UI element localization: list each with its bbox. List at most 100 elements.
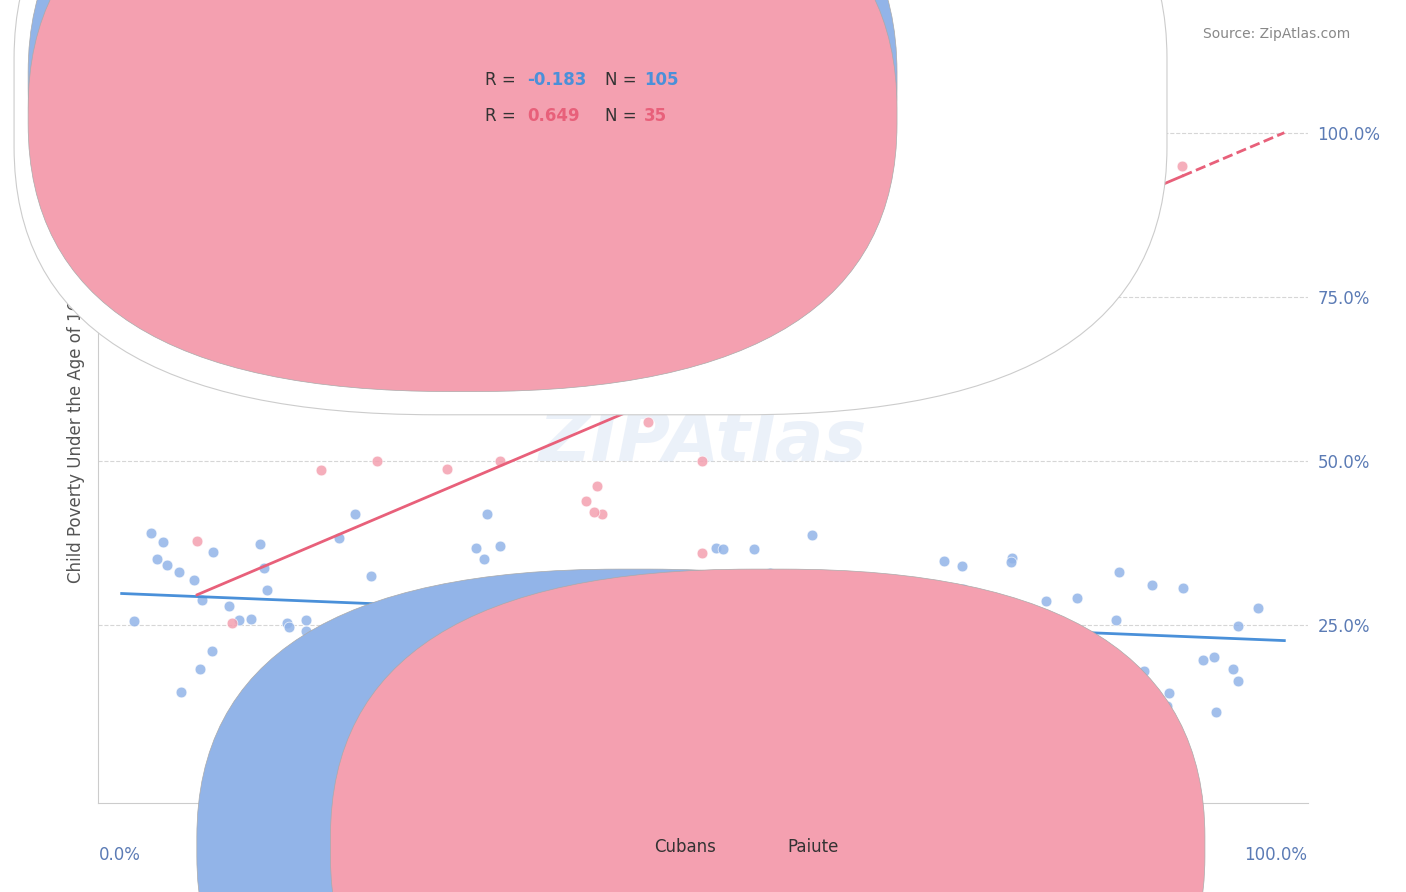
Point <box>328 531 350 545</box>
Point <box>249 537 271 551</box>
Point <box>894 159 917 173</box>
Text: R =: R = <box>485 107 522 125</box>
Point <box>468 347 491 361</box>
Point <box>309 463 332 477</box>
Point <box>472 552 495 566</box>
Point <box>606 650 628 665</box>
Point <box>1173 582 1195 596</box>
Point <box>868 391 890 405</box>
Point <box>344 507 367 521</box>
Point <box>742 541 765 556</box>
Text: CUBAN VS PAIUTE CHILD POVERTY UNDER THE AGE OF 16 CORRELATION CHART: CUBAN VS PAIUTE CHILD POVERTY UNDER THE … <box>56 27 927 45</box>
Point <box>139 526 162 541</box>
Point <box>657 670 679 684</box>
Point <box>657 171 679 186</box>
Point <box>911 200 934 214</box>
Point <box>897 159 920 173</box>
Point <box>276 616 298 631</box>
Point <box>1227 619 1250 633</box>
Point <box>1108 565 1130 579</box>
Point <box>412 645 434 659</box>
Point <box>186 534 208 549</box>
Point <box>711 541 734 556</box>
Text: Paiute: Paiute <box>787 838 839 855</box>
Point <box>427 653 450 667</box>
Text: 100.0%: 100.0% <box>1244 847 1308 864</box>
Point <box>527 576 550 591</box>
Point <box>800 277 823 291</box>
Point <box>464 541 486 555</box>
Point <box>1247 601 1270 615</box>
Point <box>817 637 839 651</box>
Point <box>1031 235 1053 249</box>
Point <box>952 582 974 597</box>
Point <box>437 625 460 640</box>
Point <box>699 608 721 623</box>
Point <box>256 582 278 597</box>
Point <box>891 349 914 363</box>
Point <box>145 552 167 566</box>
Point <box>714 684 737 698</box>
Point <box>620 632 643 647</box>
Point <box>682 605 704 619</box>
Point <box>295 613 318 627</box>
Point <box>683 613 706 627</box>
Point <box>427 643 450 657</box>
Point <box>191 593 214 607</box>
Point <box>1142 578 1164 592</box>
Point <box>366 454 388 468</box>
Point <box>546 636 568 650</box>
Point <box>364 277 387 292</box>
Point <box>325 615 347 630</box>
Point <box>156 558 179 572</box>
Point <box>253 560 276 574</box>
Point <box>450 588 472 602</box>
Text: N =: N = <box>605 71 641 89</box>
Point <box>575 494 598 508</box>
Point <box>801 577 824 591</box>
Point <box>1171 159 1194 173</box>
Point <box>711 376 734 390</box>
Point <box>474 648 496 662</box>
Point <box>845 590 868 604</box>
Point <box>489 670 512 684</box>
Point <box>1156 698 1178 713</box>
Point <box>277 619 299 633</box>
Point <box>759 566 782 581</box>
Point <box>318 651 340 665</box>
Point <box>340 622 363 636</box>
Point <box>612 717 634 731</box>
Point <box>690 546 713 560</box>
Point <box>152 535 174 549</box>
Point <box>1192 652 1215 666</box>
Point <box>1157 685 1180 699</box>
Point <box>925 694 948 708</box>
Point <box>122 614 145 628</box>
Point <box>1001 551 1024 566</box>
Point <box>927 603 949 617</box>
Point <box>548 401 571 415</box>
Point <box>801 528 824 542</box>
Y-axis label: Child Poverty Under the Age of 16: Child Poverty Under the Age of 16 <box>66 300 84 583</box>
Point <box>950 558 973 573</box>
Text: N =: N = <box>605 107 641 125</box>
Point <box>344 652 367 666</box>
Point <box>591 508 613 522</box>
Point <box>477 507 499 521</box>
Point <box>794 616 817 631</box>
Point <box>509 363 531 377</box>
Text: R =: R = <box>485 71 522 89</box>
Point <box>489 539 512 553</box>
Point <box>465 582 488 596</box>
Point <box>959 224 981 238</box>
Text: Cubans: Cubans <box>654 838 716 855</box>
Text: -0.183: -0.183 <box>527 71 586 89</box>
Point <box>1204 649 1226 664</box>
Point <box>846 666 869 681</box>
Point <box>489 454 512 468</box>
Text: 35: 35 <box>644 107 666 125</box>
Point <box>637 416 659 430</box>
Point <box>776 345 799 359</box>
Point <box>900 648 922 663</box>
Point <box>1035 594 1057 608</box>
